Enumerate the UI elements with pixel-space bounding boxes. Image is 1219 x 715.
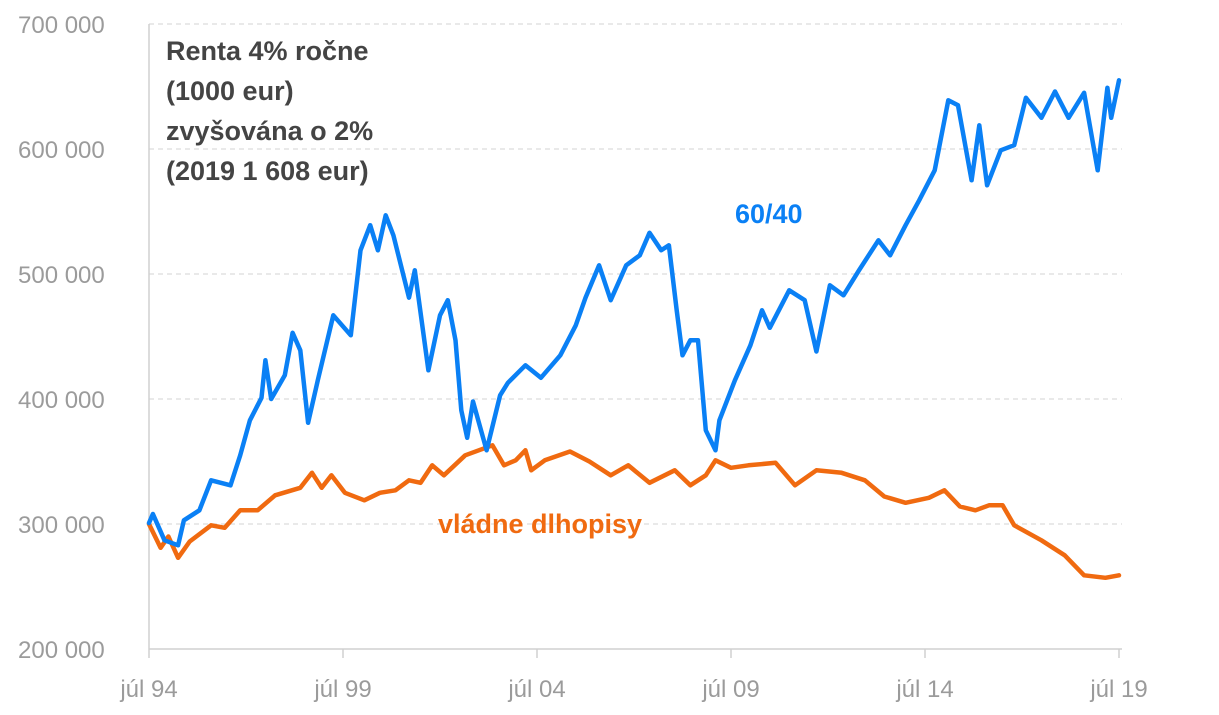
x-tick-label: júl 19 [1089,676,1147,703]
series-label-government-bonds: vládne dlhopisy [438,509,642,539]
y-tick-label: 200 000 [18,637,105,664]
x-tick-label: júl 99 [313,676,371,703]
title-line-3: zvyšována o 2% [166,116,373,146]
chart-title: Renta 4% ročne (1000 eur) zvyšována o 2%… [166,36,373,186]
x-tick-label: júl 04 [507,676,565,703]
y-tick-label: 500 000 [18,262,105,289]
series-lines [146,78,1122,581]
x-tick-label: júl 94 [119,676,177,703]
y-tick-label: 600 000 [18,137,105,164]
x-tick-labels: júl 94 júl 99 júl 04 júl 09 júl 14 júl 19 [119,649,1148,703]
y-tick-label: 400 000 [18,387,105,414]
title-line-1: Renta 4% ročne [166,36,369,66]
series-label-60-40: 60/40 [735,199,803,229]
title-line-4: (2019 1 608 eur) [166,156,369,186]
x-tick-label: júl 14 [895,676,953,703]
grid-lines [149,23,1122,525]
series-line-60-40 [146,78,1122,548]
title-line-2: (1000 eur) [166,76,294,106]
y-tick-label: 300 000 [18,512,105,539]
y-tick-label: 700 000 [18,12,105,39]
x-tick-label: júl 09 [701,676,759,703]
series-line-vl-dne-dlhopisy [146,443,1122,581]
y-tick-labels: 200 000 300 000 400 000 500 000 600 000 700 0… [18,12,105,664]
